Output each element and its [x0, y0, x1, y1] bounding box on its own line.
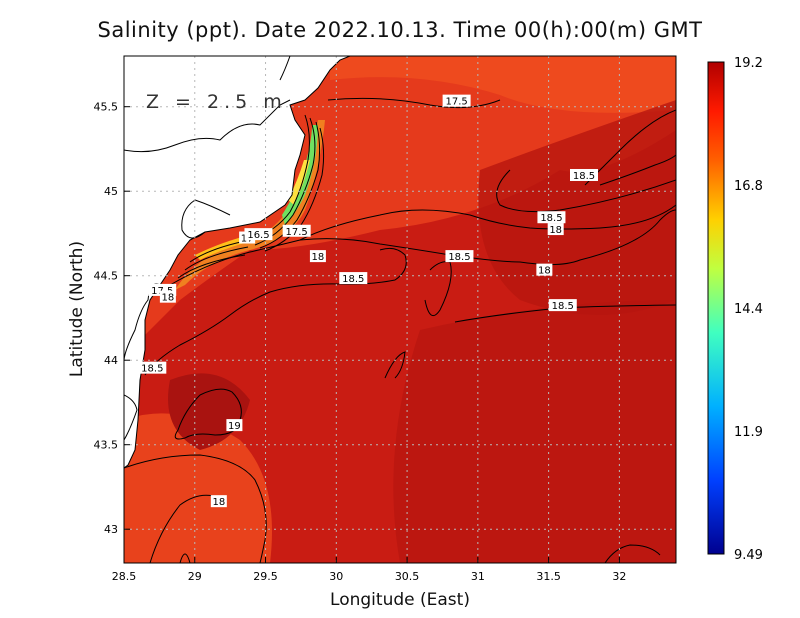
x-tick-label: 30: [329, 570, 343, 583]
colorbar-label: 19.2: [734, 56, 763, 71]
svg-text:19: 19: [228, 421, 241, 432]
contour-label: 16.5: [244, 228, 273, 241]
y-tick-label: 44.5: [94, 270, 119, 283]
svg-text:17.5: 17.5: [445, 97, 467, 108]
svg-text:18.5: 18.5: [342, 274, 364, 285]
x-tick-label: 29.5: [253, 570, 278, 583]
contour-label: 18: [536, 263, 553, 277]
svg-text:18: 18: [549, 225, 562, 236]
contour-label: 19: [226, 419, 243, 432]
contour-label: 18: [547, 223, 564, 236]
colorbar-label: 9.49: [734, 548, 763, 563]
colorbar-label: 11.9: [734, 425, 763, 440]
svg-text:18.5: 18.5: [448, 252, 470, 263]
colorbar: [707, 61, 725, 555]
map-title: Salinity (ppt). Date 2022.10.13. Time 00…: [97, 18, 703, 42]
y-tick-label: 44: [104, 354, 118, 367]
svg-text:16.5: 16.5: [247, 230, 269, 241]
svg-text:18: 18: [538, 266, 551, 277]
x-tick-label: 28.5: [112, 570, 137, 583]
svg-text:17.5: 17.5: [286, 227, 308, 238]
x-tick-label: 32: [612, 570, 626, 583]
contour-label: 18: [309, 250, 326, 263]
x-axis-ticks: 28.5 29 29.5 30 30.5 31 31.5 32: [112, 557, 626, 583]
colorbar-label: 14.4: [734, 302, 763, 317]
x-tick-label: 29: [188, 570, 202, 583]
salinity-field: [124, 56, 676, 563]
contour-lines: [124, 97, 676, 563]
depth-label: Z = 2.5 m: [146, 91, 287, 113]
y-tick-label: 43.5: [94, 439, 119, 452]
contour-label: 18.5: [445, 250, 474, 263]
x-tick-label: 31: [471, 570, 485, 583]
svg-text:18.5: 18.5: [552, 301, 574, 312]
svg-text:18.5: 18.5: [573, 171, 595, 182]
x-tick-label: 31.5: [536, 570, 561, 583]
y-tick-label: 45: [104, 185, 118, 198]
contour-label: 17.5: [442, 94, 471, 108]
x-tick-label: 30.5: [395, 570, 420, 583]
contour-label: 18: [210, 495, 227, 508]
map-frame: [123, 55, 677, 564]
y-tick-label: 45.5: [94, 101, 119, 114]
contour-label: 18.5: [548, 299, 577, 312]
svg-text:18.5: 18.5: [141, 364, 163, 375]
y-axis-label: Latitude (North): [67, 241, 87, 377]
contour-label: 17.5: [282, 224, 311, 238]
y-axis-ticks: 43 43.5 44 44.5 45 45.5: [94, 101, 130, 536]
contour-label: 18: [159, 290, 176, 304]
svg-text:18: 18: [212, 497, 225, 508]
contour-label: 18.5: [138, 361, 167, 375]
contour-label: 18.5: [339, 272, 368, 285]
contour-label: 18.5: [570, 168, 598, 182]
land-mass: [124, 56, 350, 468]
svg-text:18.5: 18.5: [540, 213, 562, 224]
graticule: [124, 56, 676, 563]
colorbar-label: 16.8: [734, 179, 763, 194]
y-tick-label: 43: [104, 523, 118, 536]
x-axis-label: Longitude (East): [330, 590, 470, 610]
colorbar-labels: 19.2 16.8 14.4 11.9 9.49: [734, 56, 763, 563]
contour-label: 18.5: [537, 211, 566, 224]
svg-text:18: 18: [162, 293, 175, 304]
contour-labels: 17.518.518.51818.51818.51818.517.51716.5…: [138, 94, 598, 508]
svg-text:18: 18: [312, 252, 325, 263]
